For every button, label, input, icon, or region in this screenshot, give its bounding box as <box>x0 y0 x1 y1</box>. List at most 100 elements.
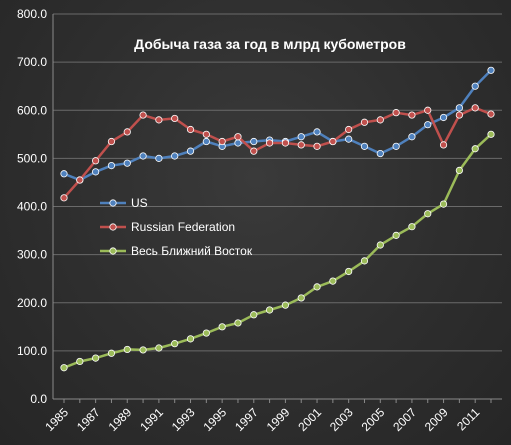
data-point <box>107 137 116 146</box>
data-point <box>471 82 479 90</box>
x-tick-label: 1993 <box>169 405 198 434</box>
series-2 <box>60 130 495 372</box>
data-point <box>329 277 337 285</box>
data-point <box>471 145 479 153</box>
y-tick-label: 800.0 <box>17 7 47 21</box>
data-point <box>297 133 305 141</box>
data-point <box>123 128 131 136</box>
data-point <box>139 152 147 160</box>
x-tick-label: 2007 <box>390 405 419 434</box>
data-point <box>123 345 131 354</box>
chart-title: Добыча газа за год в млрд кубометров <box>134 36 406 52</box>
y-tick-label: 500.0 <box>17 151 47 165</box>
x-tick-label: 1985 <box>42 405 71 434</box>
y-tick-label: 600.0 <box>17 103 47 117</box>
legend-swatch-marker <box>109 247 117 255</box>
data-point <box>392 231 400 239</box>
data-point <box>360 257 369 265</box>
data-point <box>471 104 479 112</box>
data-point <box>186 125 195 134</box>
data-point <box>360 118 369 126</box>
data-point <box>345 267 353 276</box>
data-point <box>424 210 432 218</box>
data-point <box>202 329 210 337</box>
legend-entry: Russian Federation <box>100 220 235 234</box>
data-point <box>76 176 84 184</box>
x-tick-label: 1997 <box>232 405 261 434</box>
data-point <box>424 106 432 114</box>
x-tick-label: 2003 <box>327 405 356 434</box>
data-point <box>123 159 131 167</box>
series-line <box>63 69 492 182</box>
data-point <box>218 323 226 331</box>
y-tick-label: 200.0 <box>17 296 47 310</box>
legend-swatch-marker <box>109 199 117 207</box>
data-point <box>139 346 147 354</box>
data-point <box>250 311 258 319</box>
data-point <box>281 301 290 309</box>
data-point <box>281 139 290 147</box>
data-point <box>439 141 448 149</box>
data-point <box>76 357 84 366</box>
data-point <box>455 104 463 112</box>
series-0 <box>60 66 495 184</box>
data-point <box>455 166 463 175</box>
data-point <box>250 137 258 146</box>
data-point <box>171 114 179 123</box>
data-point <box>313 283 321 291</box>
data-point <box>455 111 463 119</box>
x-tick-label: 2009 <box>422 405 451 434</box>
data-point <box>313 142 321 150</box>
data-point <box>345 135 353 143</box>
y-tick-label: 700.0 <box>17 55 47 69</box>
data-point <box>92 354 100 362</box>
data-point <box>234 139 242 147</box>
data-point <box>376 116 384 124</box>
series-group <box>60 66 495 372</box>
data-point <box>250 147 258 155</box>
data-point <box>408 111 416 119</box>
data-point <box>392 109 400 117</box>
x-tick-label: 1995 <box>200 405 229 434</box>
y-tick-label: 0.0 <box>30 392 47 406</box>
data-point <box>487 66 495 74</box>
x-tick-label: 1991 <box>137 405 166 434</box>
data-point <box>107 349 116 357</box>
legend-entry: Весь Ближний Восток <box>100 244 253 258</box>
data-point <box>171 152 179 160</box>
data-point <box>107 161 116 170</box>
x-tick-label: 1989 <box>106 405 135 434</box>
data-point <box>92 157 100 165</box>
data-point <box>439 113 448 122</box>
data-point <box>139 111 147 119</box>
data-point <box>297 294 305 302</box>
data-point <box>202 137 210 146</box>
data-point <box>234 319 242 327</box>
data-point <box>60 170 68 178</box>
legend-label: US <box>131 196 148 210</box>
data-point <box>329 137 337 146</box>
legend-label: Russian Federation <box>131 220 235 234</box>
data-point <box>202 130 210 138</box>
data-point <box>265 306 274 314</box>
data-point <box>376 149 384 158</box>
data-point <box>265 139 274 147</box>
y-tick-label: 300.0 <box>17 248 47 262</box>
y-tick-label: 400.0 <box>17 200 47 214</box>
series-line <box>63 106 492 199</box>
legend-label: Весь Ближний Восток <box>131 244 253 258</box>
data-point <box>297 141 305 149</box>
series-line <box>63 133 492 369</box>
data-point <box>376 241 384 249</box>
series-1 <box>60 104 495 202</box>
data-point <box>171 340 179 348</box>
data-point <box>186 335 195 343</box>
x-tick-label: 2011 <box>454 405 482 433</box>
data-point <box>392 142 400 150</box>
axes: 0.0 100.0 200.0 300.0 400.0 500.0 600.0 700.0 80… <box>17 7 502 434</box>
x-tick-label: 2005 <box>359 405 388 434</box>
data-point <box>408 133 416 141</box>
data-point <box>60 194 68 202</box>
